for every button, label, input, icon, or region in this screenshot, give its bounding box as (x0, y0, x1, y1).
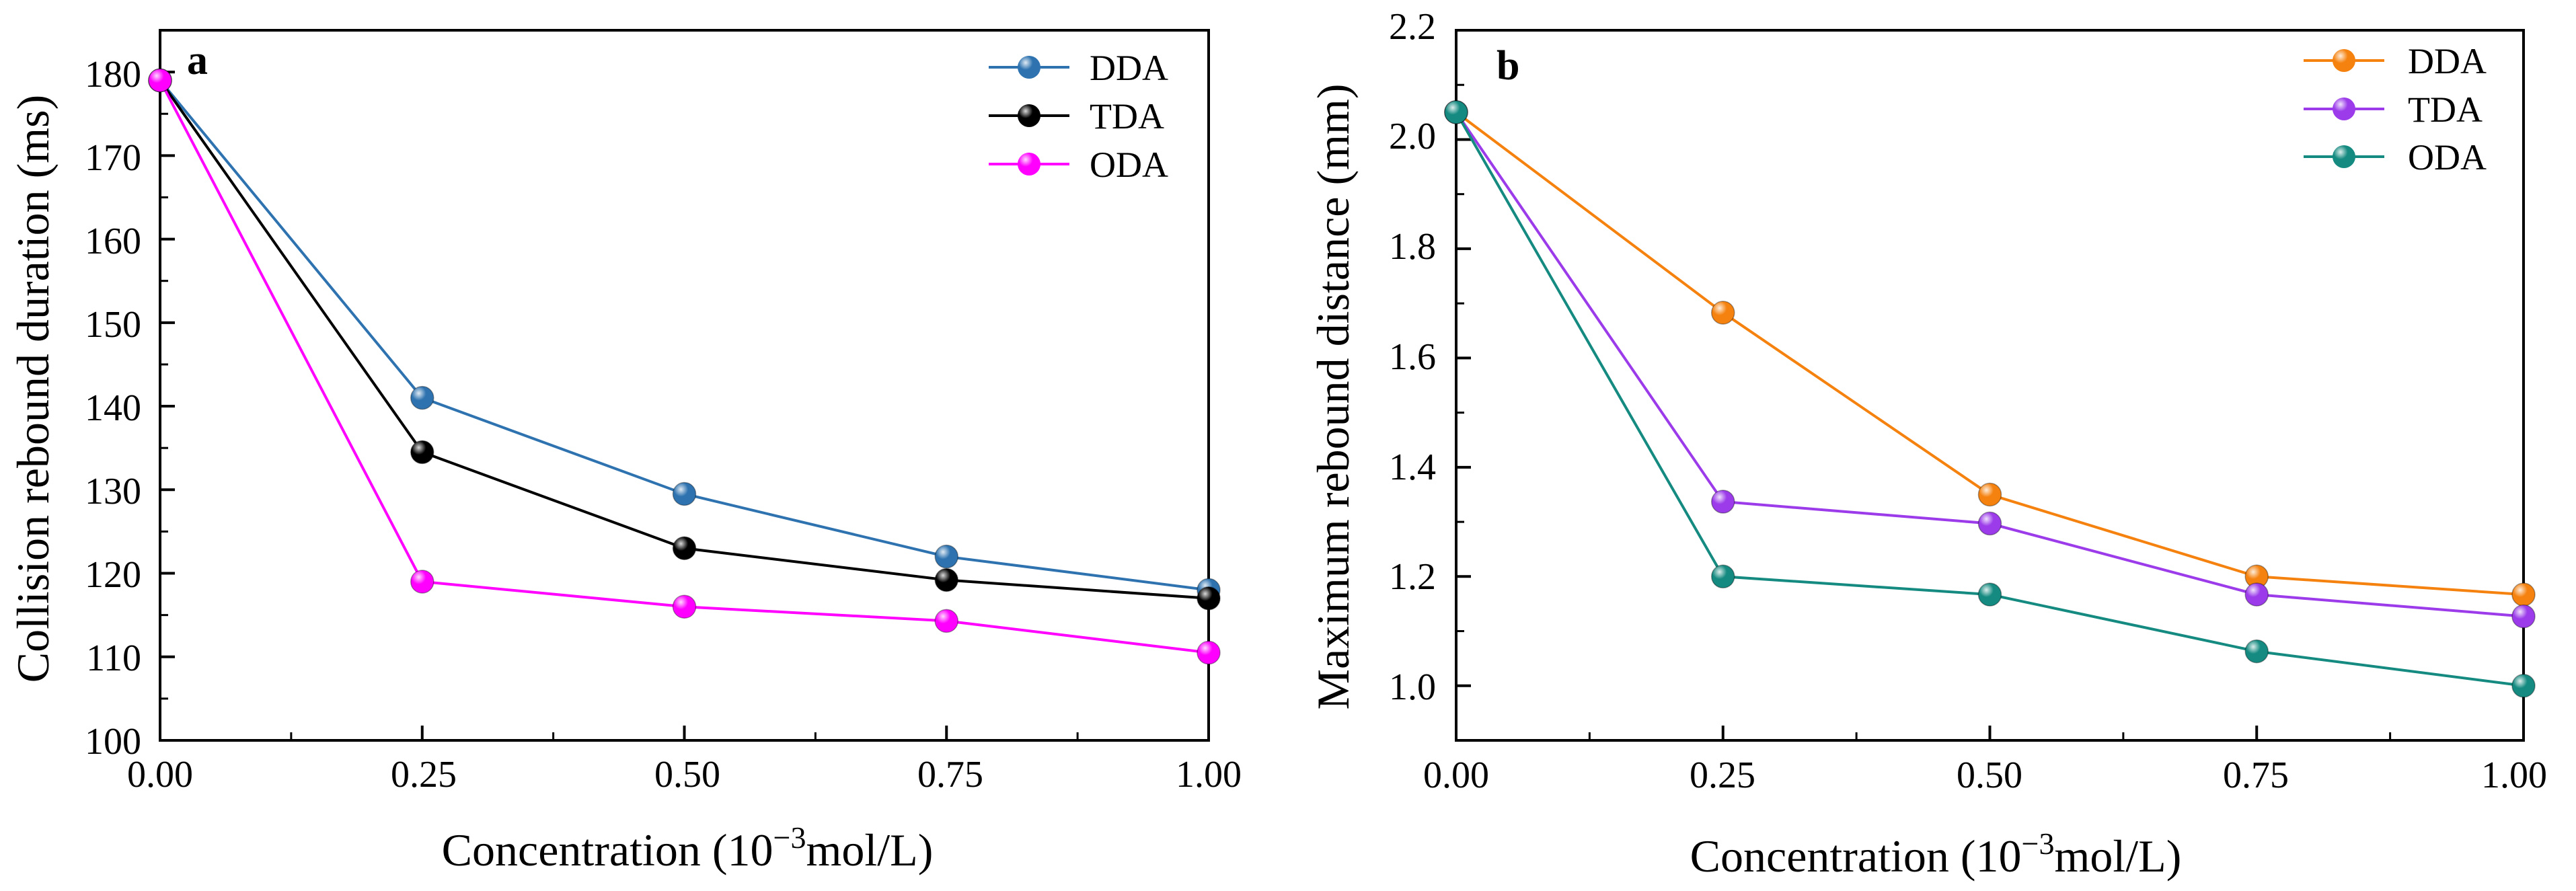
x-tick-label-a-1: 0.25 (391, 754, 457, 796)
y-tick-label-a-170: 170 (85, 137, 141, 179)
data-point-a-dda-3 (934, 544, 958, 569)
data-point-b-tda-2 (1977, 511, 2002, 536)
legend-label-a-dda: DDA (1090, 48, 1168, 88)
legend-label-b-oda: ODA (2408, 137, 2487, 178)
data-point-b-tda-4 (2511, 604, 2536, 629)
series-line-b-tda (1455, 111, 2524, 618)
series-line-a-tda (159, 79, 1209, 600)
data-point-a-tda-4 (1197, 586, 1221, 611)
data-point-b-tda-1 (1711, 490, 1735, 514)
panel-label-a: a (187, 38, 208, 83)
x-axis-title-a-tail: mol/L) (806, 824, 933, 876)
data-point-b-dda-1 (1711, 301, 1735, 325)
y-tick-label-a-130: 130 (85, 471, 141, 512)
x-tick-label-a-3: 0.75 (917, 754, 983, 796)
data-point-b-oda-1 (1711, 564, 1735, 589)
x-axis-title-b-main: Concentration (10 (1690, 830, 2022, 882)
x-axis-title-a: Concentration (10−3mol/L) (442, 820, 934, 876)
y-tick-label-b-1.2: 1.2 (1389, 556, 1436, 598)
legend-label-b-dda: DDA (2408, 41, 2487, 81)
data-point-b-dda-2 (1977, 482, 2002, 507)
y-tick-label-b-2.0: 2.0 (1389, 116, 1436, 157)
y-tick-label-b-1.6: 1.6 (1389, 336, 1436, 378)
legend-item-b-oda: ODA (2304, 137, 2487, 178)
data-point-a-tda-1 (410, 440, 434, 465)
series-line-a-oda (159, 79, 1209, 654)
y-tick-label-b-2.2: 2.2 (1389, 6, 1436, 48)
x-axis-title-a-main: Concentration (10 (442, 824, 773, 876)
x-tick-label-b-3: 0.75 (2223, 754, 2289, 796)
data-point-a-oda-4 (1197, 640, 1221, 665)
y-tick-label-a-110: 110 (86, 637, 141, 679)
data-point-b-oda-0 (1444, 100, 1468, 124)
data-point-a-dda-1 (410, 385, 434, 410)
y-tick-label-a-160: 160 (85, 221, 141, 262)
plot-frame-b (1455, 29, 2525, 742)
data-point-b-oda-4 (2511, 674, 2536, 698)
y-tick-label-b-1.4: 1.4 (1389, 447, 1436, 488)
data-point-b-oda-2 (1977, 582, 2002, 607)
data-point-b-tda-3 (2244, 582, 2269, 607)
legend-item-a-dda: DDA (989, 48, 1168, 88)
legend-label-b-tda: TDA (2408, 89, 2483, 130)
data-point-a-dda-2 (672, 481, 697, 506)
x-tick-label-a-0: 0.00 (127, 754, 193, 796)
y-tick-label-a-100: 100 (85, 721, 141, 763)
legend-item-a-tda: TDA (989, 96, 1164, 137)
x-tick-label-b-1: 0.25 (1690, 754, 1755, 796)
legend-item-a-oda: ODA (989, 145, 1168, 185)
data-point-b-oda-3 (2244, 639, 2269, 664)
y-tick-label-a-120: 120 (85, 554, 141, 596)
legend-item-b-dda: DDA (2304, 41, 2487, 81)
chart-panel-a: a Collision rebound duration (ms) Concen… (7, 29, 1242, 876)
x-tick-label-a-2: 0.50 (654, 754, 720, 796)
legend-item-b-tda: TDA (2304, 89, 2483, 130)
data-point-a-tda-2 (672, 536, 697, 561)
data-point-a-oda-1 (410, 570, 434, 594)
legend-label-a-oda: ODA (1090, 145, 1168, 185)
x-tick-label-b-4: 1.00 (2481, 754, 2547, 796)
chart-panel-b: b Maximum rebound distance (mm) Concentr… (1308, 6, 2547, 882)
panel-label-b: b (1497, 43, 1519, 89)
x-tick-label-a-4: 1.00 (1176, 754, 1242, 796)
data-point-a-oda-3 (934, 609, 958, 633)
x-tick-label-b-2: 0.50 (1957, 754, 2022, 796)
y-tick-label-b-1.8: 1.8 (1389, 226, 1436, 268)
x-axis-title-b-sup: −3 (2022, 826, 2055, 861)
data-point-a-oda-2 (672, 594, 697, 619)
data-point-a-oda-0 (148, 68, 172, 93)
legend-a: DDA TDA ODA (989, 48, 1168, 185)
x-tick-label-b-0: 0.00 (1423, 754, 1489, 796)
y-tick-label-a-150: 150 (85, 304, 141, 346)
y-tick-label-a-180: 180 (85, 54, 141, 95)
legend-label-a-tda: TDA (1090, 96, 1164, 137)
y-axis-title-a: Collision rebound duration (ms) (7, 95, 59, 683)
x-axis-title-a-sup: −3 (773, 820, 806, 855)
y-tick-label-b-1.0: 1.0 (1389, 666, 1436, 708)
data-point-a-tda-3 (934, 568, 958, 592)
data-point-b-dda-4 (2511, 582, 2536, 607)
x-axis-title-b: Concentration (10−3mol/L) (1690, 826, 2182, 882)
series-line-a-dda (159, 79, 1209, 592)
legend-b: DDA TDA ODA (2304, 41, 2487, 178)
y-tick-label-a-140: 140 (85, 387, 141, 429)
x-axis-title-b-tail: mol/L) (2054, 830, 2181, 882)
y-axis-title-b: Maximum rebound distance (mm) (1308, 83, 1359, 709)
